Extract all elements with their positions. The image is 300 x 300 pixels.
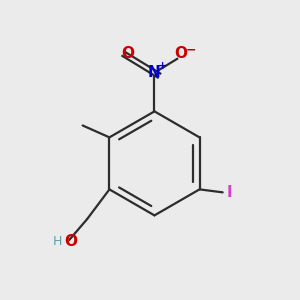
Text: O: O xyxy=(175,46,188,61)
Text: H: H xyxy=(53,235,62,248)
Text: O: O xyxy=(64,234,77,249)
Text: N: N xyxy=(148,65,161,80)
Text: O: O xyxy=(121,46,134,61)
Text: I: I xyxy=(226,185,232,200)
Text: −: − xyxy=(185,43,196,56)
Text: +: + xyxy=(158,61,167,71)
